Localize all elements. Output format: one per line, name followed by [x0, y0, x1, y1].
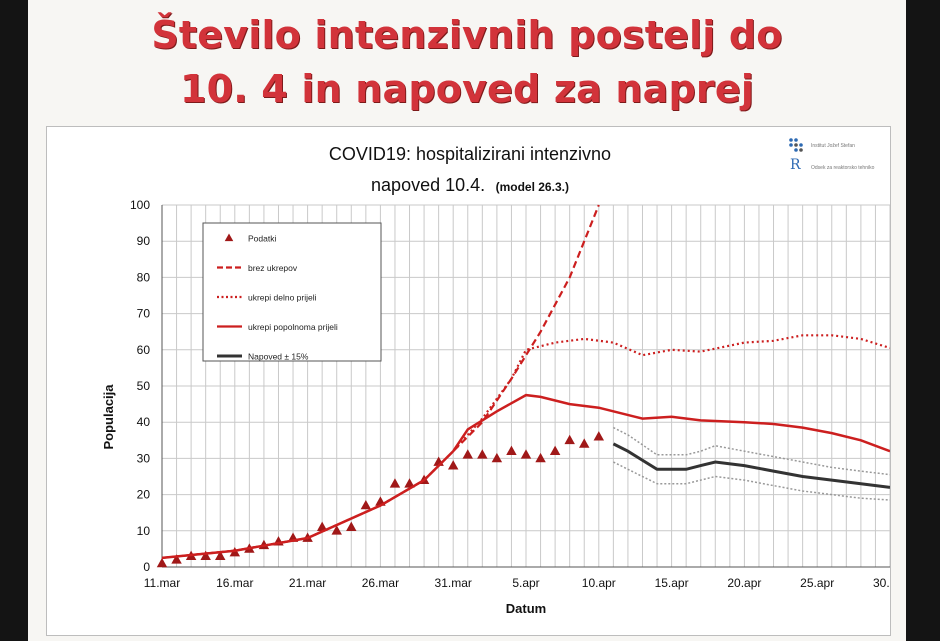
institute-logo: Institut Jožef Stefan R Odsek za reaktor… [787, 137, 887, 181]
data-point-marker [316, 521, 328, 532]
chart-subtitle-main: napoved 10.4. [371, 175, 485, 195]
y-tick-label: 90 [137, 234, 151, 248]
chart-marks [156, 204, 890, 568]
y-axis-label: Populacija [101, 384, 116, 450]
institute-logo-text1: Institut Jožef Stefan [811, 143, 855, 149]
legend-box [202, 222, 382, 362]
x-tick-label: 26.mar [362, 576, 399, 590]
x-tick-label: 10.apr [582, 576, 616, 590]
data-point-marker [477, 449, 488, 459]
slide: Število intenzivnih postelj do 10. 4 in … [28, 0, 906, 641]
data-point-marker [520, 449, 532, 459]
x-axis-label: Datum [506, 601, 546, 616]
data-point-marker [171, 554, 182, 564]
series-line-dotted [161, 334, 890, 559]
data-point-marker [593, 431, 605, 441]
data-point-marker [491, 452, 503, 463]
slide-title-line2: 10. 4 in napoved za naprej [179, 67, 755, 111]
data-point-marker [549, 445, 561, 456]
data-point-marker [389, 478, 401, 488]
y-tick-label: 0 [143, 560, 150, 574]
x-tick-label: 20.apr [727, 576, 761, 590]
chart-subtitle: napoved 10.4. (model 26.3.) [371, 175, 569, 195]
y-tick-label: 100 [130, 198, 150, 212]
data-point-marker [462, 449, 473, 459]
chart-frame: COVID19: hospitalizirani intenzivno napo… [46, 126, 891, 636]
data-point-marker [564, 434, 575, 445]
data-point-marker [331, 525, 342, 535]
legend-label: ukrepi delno prijeli [248, 293, 317, 303]
x-tick-label: 21.mar [289, 576, 326, 590]
y-tick-label: 70 [137, 307, 151, 321]
x-tick-label: 30.apr [873, 576, 890, 590]
x-tick-label: 25.apr [800, 576, 834, 590]
x-tick-label: 16.mar [216, 576, 253, 590]
legend-label: Podatki [248, 234, 276, 244]
legend-label: ukrepi popolnoma prijeli [248, 322, 338, 332]
legend-label: Napoved ± 15% [248, 352, 309, 362]
forecast-line [612, 442, 890, 489]
y-tick-label: 30 [137, 451, 151, 465]
legend-marker [224, 233, 234, 242]
data-point-marker [215, 550, 226, 560]
data-point-marker [535, 452, 546, 463]
x-tick-label: 31.mar [435, 576, 472, 590]
y-tick-label: 40 [137, 415, 151, 429]
x-tick-label: 11.mar [144, 576, 180, 590]
institute-logo-mark: R [790, 157, 801, 173]
y-tick-label: 50 [137, 379, 151, 393]
data-point-marker [346, 521, 357, 532]
chart-legend: Podatki brez ukrepov ukrepi delno prijeli u… [217, 233, 338, 362]
data-point-marker [447, 460, 459, 470]
chart-title: COVID19: hospitalizirani intenzivno [329, 144, 611, 164]
series-line-solid [161, 393, 890, 560]
data-point-marker [404, 478, 415, 488]
data-point-marker [156, 557, 168, 568]
y-tick-label: 10 [137, 524, 151, 538]
chart: COVID19: hospitalizirani intenzivno napo… [101, 144, 890, 616]
data-point-marker [360, 499, 372, 510]
y-tick-label: 80 [137, 270, 151, 284]
data-point-marker [506, 445, 517, 456]
institute-logo-dots-icon [789, 138, 803, 152]
y-tick-label: 20 [137, 488, 151, 502]
slide-title: Število intenzivnih postelj do 10. 4 in … [28, 8, 906, 116]
slide-title-line1: Število intenzivnih postelj do [151, 13, 783, 57]
data-point-marker [200, 550, 211, 560]
forecast-upper-line [613, 426, 890, 476]
y-tick-label: 60 [137, 343, 151, 357]
x-tick-label: 15.apr [655, 576, 689, 590]
data-point-marker [579, 438, 590, 448]
x-tick-label: 5.apr [512, 576, 539, 590]
chart-subtitle-note: (model 26.3.) [496, 180, 569, 194]
legend-label: brez ukrepov [248, 263, 298, 273]
institute-logo-text2: Odsek za reaktorsko tehniko [811, 165, 875, 171]
